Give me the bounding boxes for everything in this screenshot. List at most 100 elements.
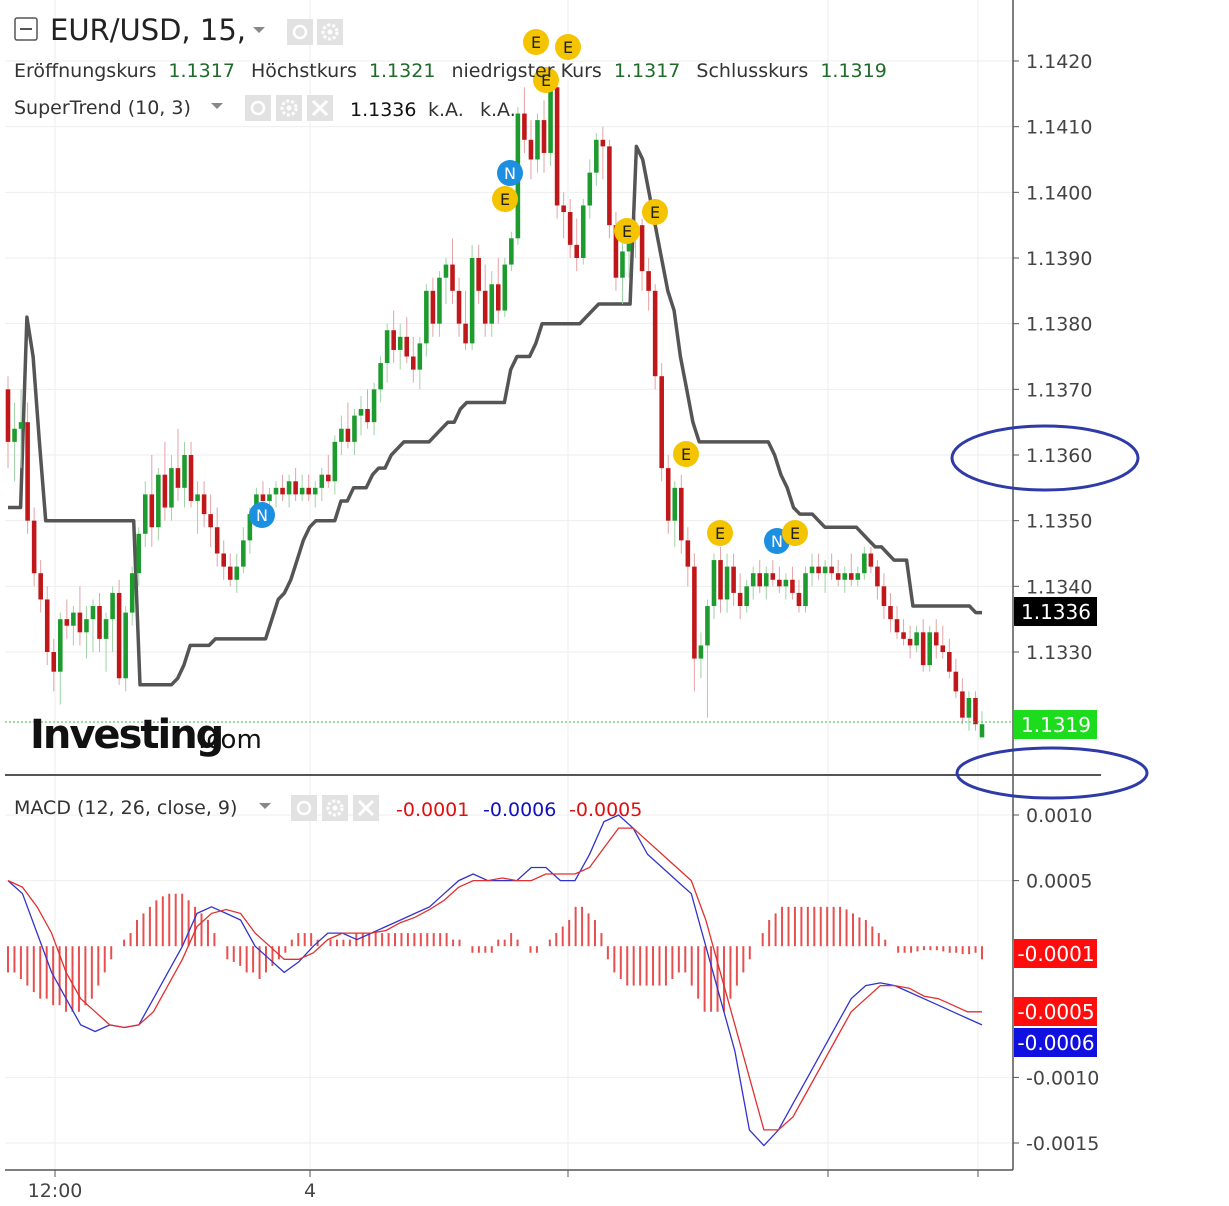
candle-body [737, 592, 743, 607]
candle [326, 455, 331, 488]
candle [933, 619, 939, 659]
close-icon[interactable] [307, 95, 333, 121]
candle-body [698, 645, 704, 659]
macd-line-badge: -0.0006 [1014, 1028, 1097, 1057]
candle-body [273, 487, 279, 495]
candle-body [940, 645, 946, 652]
candle [443, 258, 449, 304]
earnings-event-badge: E [555, 34, 581, 60]
candle [829, 553, 834, 580]
candle-body [567, 212, 573, 245]
candle-body [201, 494, 207, 515]
candle-body [979, 724, 985, 738]
price-tick-label: 1.1400 [1026, 182, 1092, 204]
candle [352, 409, 357, 455]
candle-body [692, 566, 697, 659]
candle-body [77, 612, 83, 633]
symbol-title: EUR/USD, 15, [50, 13, 246, 47]
candle-body [5, 389, 11, 442]
earnings-event-badge: E [707, 520, 733, 546]
earnings-event-badge: E [642, 199, 668, 225]
candle [84, 606, 89, 659]
candle-body [561, 205, 566, 213]
candle [881, 573, 887, 620]
candle-body [777, 579, 782, 587]
candle-body [312, 487, 318, 495]
annotation-ellipse-upper [950, 424, 1140, 492]
candle-body [182, 455, 187, 488]
ohlc-open-value: 1.1317 [168, 60, 234, 82]
candle-body [44, 599, 50, 652]
candle-body [306, 487, 311, 495]
chevron-down-icon[interactable] [211, 103, 223, 109]
event-badge-circle [533, 67, 559, 93]
candle [156, 468, 161, 541]
gear-icon[interactable] [322, 795, 348, 821]
candle-body [18, 422, 24, 429]
candle-body [58, 619, 63, 672]
candle-body [757, 573, 763, 587]
candle [482, 264, 488, 337]
candle [737, 573, 743, 620]
gear-icon[interactable] [317, 19, 343, 45]
candle [201, 481, 207, 528]
ohlc-close-label: Schlusskurs [696, 60, 808, 82]
candle-body [881, 586, 887, 607]
eye-icon[interactable] [245, 95, 271, 121]
time-axis-labels: 12:00 4 [28, 1170, 979, 1202]
close-icon[interactable] [353, 795, 379, 821]
candle-body [594, 139, 599, 173]
supertrend-line [8, 144, 982, 687]
candle [123, 606, 128, 692]
candle [554, 80, 560, 219]
candle-body [711, 560, 717, 607]
event-badge-letter: N [771, 532, 783, 551]
collapse-icon[interactable] [14, 17, 38, 41]
supertrend-layer [8, 144, 982, 687]
macd-tick-label: -0.0010 [1026, 1067, 1099, 1089]
candle [58, 612, 63, 705]
candle-body [110, 592, 115, 620]
macd-line-value: -0.0006 [483, 799, 556, 821]
candle-body [659, 376, 664, 469]
candle [659, 363, 664, 482]
earnings-event-badge: E [673, 441, 699, 467]
candle [430, 277, 436, 337]
event-badge-letter: E [622, 222, 632, 241]
candle-body [587, 172, 593, 206]
candle-body [476, 258, 481, 291]
candle-body [920, 632, 926, 666]
candle-body [103, 619, 109, 639]
candle [652, 284, 658, 390]
candle-body [221, 553, 227, 567]
candle [208, 494, 213, 547]
chevron-down-icon[interactable] [253, 27, 265, 33]
eye-icon[interactable] [291, 795, 317, 821]
eye-icon[interactable] [287, 19, 313, 45]
candle-body [848, 573, 854, 580]
gear-icon[interactable] [276, 95, 302, 121]
candle-body [129, 573, 135, 613]
candle-body [744, 586, 749, 607]
candle [548, 80, 553, 167]
candle [273, 481, 279, 508]
event-badge-letter: E [541, 71, 551, 90]
candle [424, 284, 429, 357]
candle [502, 258, 508, 318]
candle-body [391, 330, 396, 350]
candle [18, 389, 24, 469]
candle [332, 435, 338, 495]
macd-signal-badge-text: -0.0005 [1017, 1000, 1094, 1024]
candle-body [136, 533, 142, 574]
candle [665, 455, 671, 534]
candle-body [227, 566, 233, 580]
candle-body [554, 87, 560, 206]
candle [731, 553, 736, 607]
candle [469, 244, 475, 350]
candle-body [142, 494, 148, 534]
candle [888, 592, 893, 633]
candle-body [175, 468, 181, 488]
candle [90, 599, 96, 652]
candle-body [214, 527, 220, 554]
chevron-down-icon[interactable] [259, 803, 271, 809]
